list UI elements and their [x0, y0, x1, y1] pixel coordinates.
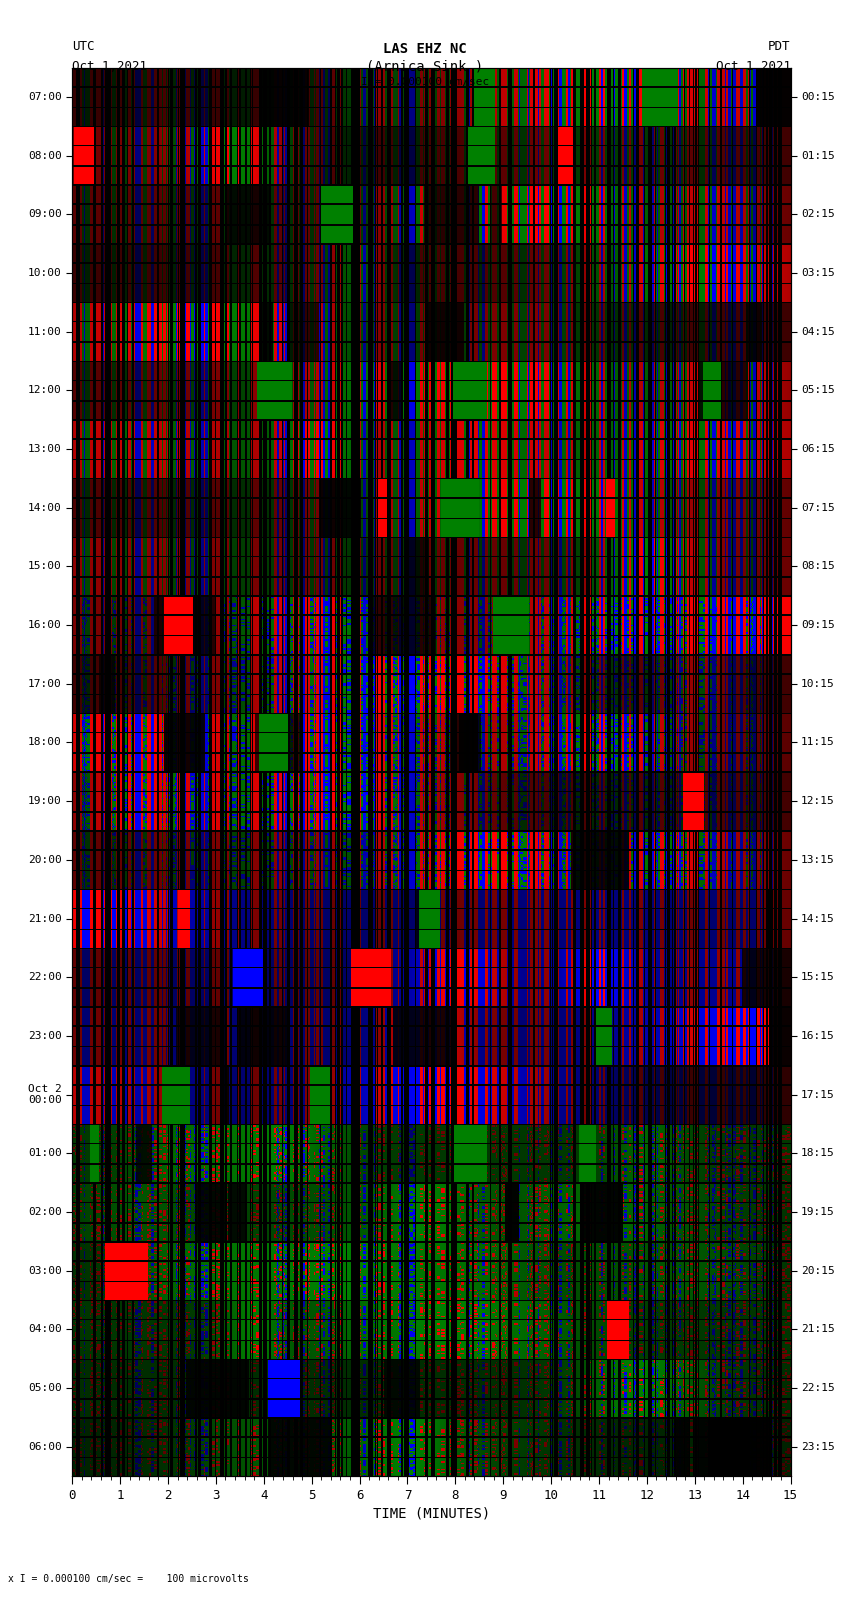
- Text: Oct 1,2021: Oct 1,2021: [716, 60, 790, 73]
- Text: UTC: UTC: [72, 40, 94, 53]
- X-axis label: TIME (MINUTES): TIME (MINUTES): [373, 1507, 490, 1521]
- Text: x I = 0.000100 cm/sec =    100 microvolts: x I = 0.000100 cm/sec = 100 microvolts: [8, 1574, 249, 1584]
- Text: PDT: PDT: [768, 40, 790, 53]
- Text: Oct 1,2021: Oct 1,2021: [72, 60, 147, 73]
- Text: LAS EHZ NC: LAS EHZ NC: [383, 42, 467, 56]
- Text: I = 0.000100 cm/sec: I = 0.000100 cm/sec: [361, 77, 489, 87]
- Text: (Arnica Sink ): (Arnica Sink ): [366, 60, 484, 74]
